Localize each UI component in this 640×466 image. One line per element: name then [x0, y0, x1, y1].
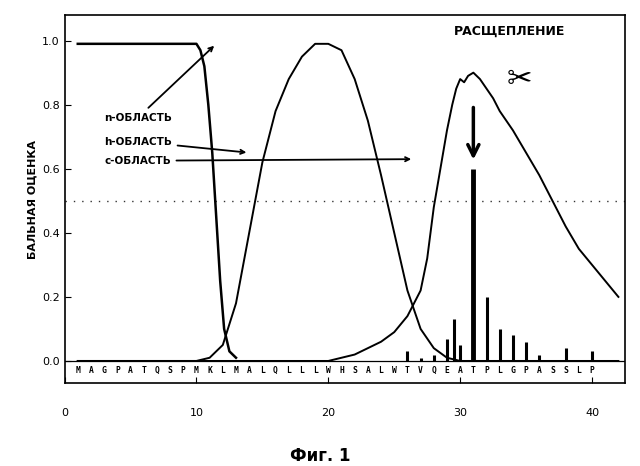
Text: A: A	[247, 366, 252, 375]
Text: Q: Q	[154, 366, 159, 375]
Text: Фиг. 1: Фиг. 1	[290, 447, 350, 466]
Text: S: S	[563, 366, 568, 375]
Text: A: A	[88, 366, 93, 375]
Y-axis label: БАЛЬНАЯ ОЦЕНКА: БАЛЬНАЯ ОЦЕНКА	[28, 140, 38, 259]
Text: T: T	[405, 366, 410, 375]
Text: P: P	[589, 366, 595, 375]
Text: ✂: ✂	[507, 65, 532, 94]
Text: A: A	[128, 366, 133, 375]
Text: L: L	[313, 366, 317, 375]
Text: L: L	[286, 366, 291, 375]
Text: E: E	[445, 366, 449, 375]
Text: Q: Q	[273, 366, 278, 375]
Text: T: T	[141, 366, 146, 375]
Text: L: L	[220, 366, 225, 375]
Text: M: M	[76, 366, 80, 375]
Text: c-ОБЛАСТЬ: c-ОБЛАСТЬ	[104, 156, 409, 166]
Text: G: G	[511, 366, 515, 375]
Text: h-ОБЛАСТЬ: h-ОБЛАСТЬ	[104, 137, 244, 154]
Text: W: W	[326, 366, 331, 375]
Text: A: A	[458, 366, 463, 375]
Text: Q: Q	[431, 366, 436, 375]
Text: P: P	[524, 366, 529, 375]
Text: S: S	[168, 366, 173, 375]
Text: G: G	[102, 366, 107, 375]
Text: T: T	[471, 366, 476, 375]
Text: L: L	[577, 366, 581, 375]
Text: W: W	[392, 366, 397, 375]
Text: n-ОБЛАСТЬ: n-ОБЛАСТЬ	[104, 47, 212, 123]
Text: L: L	[300, 366, 305, 375]
Text: L: L	[379, 366, 383, 375]
Text: A: A	[365, 366, 371, 375]
Text: M: M	[234, 366, 239, 375]
Text: РАСЩЕПЛЕНИЕ: РАСЩЕПЛЕНИЕ	[454, 25, 565, 38]
Text: S: S	[352, 366, 357, 375]
Text: M: M	[194, 366, 199, 375]
Text: S: S	[550, 366, 555, 375]
Text: P: P	[484, 366, 489, 375]
Text: L: L	[260, 366, 265, 375]
Text: P: P	[181, 366, 186, 375]
Text: A: A	[537, 366, 541, 375]
Text: H: H	[339, 366, 344, 375]
Text: P: P	[115, 366, 120, 375]
Text: L: L	[497, 366, 502, 375]
Text: K: K	[207, 366, 212, 375]
Text: V: V	[418, 366, 423, 375]
